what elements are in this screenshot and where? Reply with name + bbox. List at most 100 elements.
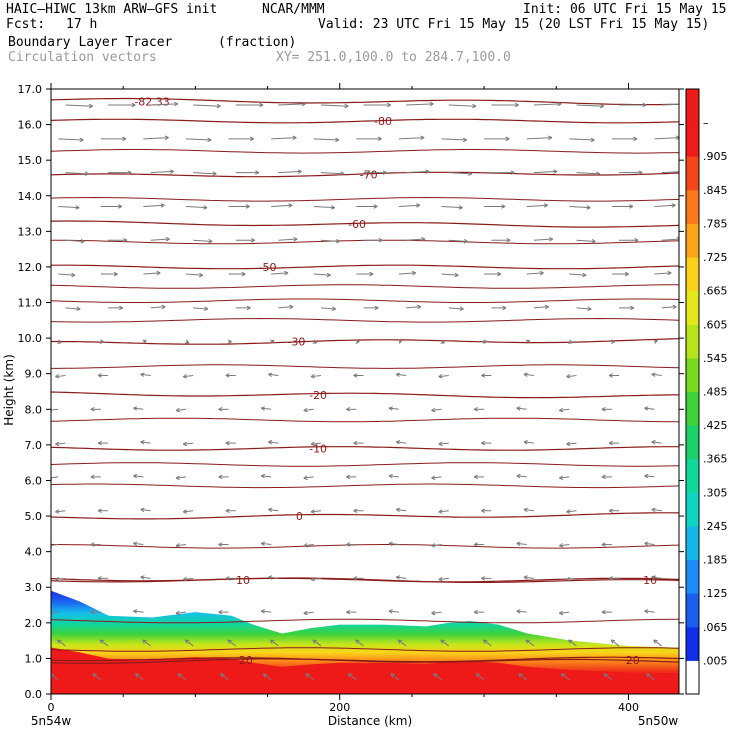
wind-vector-head [377,136,382,142]
wind-vector [644,475,655,478]
wind-vector [268,441,279,444]
wind-vector [603,673,613,681]
wind-vector [397,639,407,647]
wind-vector [55,577,66,581]
wind-vector [133,542,144,546]
wind-vector-head [462,137,467,143]
wind-vector [398,272,416,275]
isotherm-label: -80 [374,115,392,128]
isotherm-label: 20 [239,654,253,667]
isotherm-line [51,618,679,624]
y-tick-label: 10.0 [18,332,43,345]
wind-vector-head [97,373,102,378]
wind-vector-head [518,673,523,678]
wind-vector-head [259,102,264,108]
wind-vector [303,476,314,479]
wind-vector [653,639,662,647]
wind-vector-head [642,102,647,108]
isotherm-line [51,462,679,467]
wind-vector [440,639,450,647]
wind-vector-head [473,474,478,480]
wind-vector [523,373,534,376]
wind-vector-head [218,542,223,547]
colorbar-label: .065 [703,621,728,634]
wind-vector-head [165,237,170,242]
wind-vector [51,611,59,614]
wind-vector-head [133,609,138,614]
wind-vector [516,610,527,613]
colorbar-swatch [686,425,699,460]
wind-vector-head [473,609,478,615]
tracer-fill [51,590,679,694]
isotherm-label: -50 [259,261,277,274]
wind-vector-head [651,507,656,513]
wind-vector [644,542,655,546]
wind-vector-head [288,203,293,208]
wind-vector-head [610,639,616,644]
wind-vector-head [440,639,445,644]
wind-vector-head [516,473,521,479]
wind-vector-head [175,610,180,616]
wind-vector-head [590,137,595,143]
wind-vector [475,673,485,681]
wind-vector-head [671,203,676,208]
wind-vector [438,442,449,445]
wind-vector-head [268,507,273,513]
wind-vector [398,204,420,207]
wind-vector [310,442,322,445]
colorbar-label: .245 [703,520,728,533]
wind-vector-head [459,306,464,312]
colorbar-swatch [686,257,699,292]
wind-vector [143,204,165,207]
colorbar-swatch [686,156,699,191]
wind-vector-head [347,673,353,678]
wind-vector [526,272,544,275]
wind-vector-head [284,270,289,276]
wind-vector [610,639,620,647]
wind-vector [193,307,209,310]
wind-vector-head [516,609,521,614]
wind-vector-head [227,639,232,644]
wind-vector-head [603,673,608,678]
colorbar-swatch [686,593,699,628]
wind-vector [406,238,426,241]
wind-vector-head [260,406,266,411]
wind-vector [312,639,322,647]
wind-vector-head [346,474,351,480]
y-tick-label: 13.0 [18,225,43,238]
wind-vector [644,610,655,613]
wind-vector [51,408,59,411]
wind-vector-head [292,135,297,141]
wind-vector-head [55,374,60,379]
wind-vector [560,673,570,681]
wind-vector-head [182,509,188,514]
wind-vector [150,238,170,241]
wind-vector [175,544,187,547]
fcst-label: Fcst: [6,17,46,32]
wind-vector-head [548,237,554,242]
wind-vector-head [395,507,401,513]
isotherm-label: -60 [348,218,366,231]
wind-vector-head [388,609,393,614]
wind-vector-head [330,205,336,210]
wind-vector-head [310,374,315,379]
wind-vector-head [388,406,393,411]
y-tick-label: 2.0 [25,617,43,630]
wind-vector [65,172,89,175]
wind-vector [65,239,85,242]
wind-vector-head [270,339,275,344]
y-tick-label: 7.0 [25,439,43,452]
wind-vector [140,576,151,579]
y-tick-label: 1.0 [25,652,43,665]
wind-vector-head [438,374,443,379]
wind-vector-head [174,101,179,107]
colorbar: .005 .065 .125 .185 .245 .305 .365 .425 .485 .545… [685,88,728,695]
wind-vector-head [559,543,564,548]
wind-vector-head [481,508,486,513]
wind-vector-head [204,306,209,312]
wind-vector [441,205,463,209]
wind-vector-head [218,407,223,412]
y-tick-label: 15.0 [18,154,43,167]
wind-vector-head [245,204,250,209]
